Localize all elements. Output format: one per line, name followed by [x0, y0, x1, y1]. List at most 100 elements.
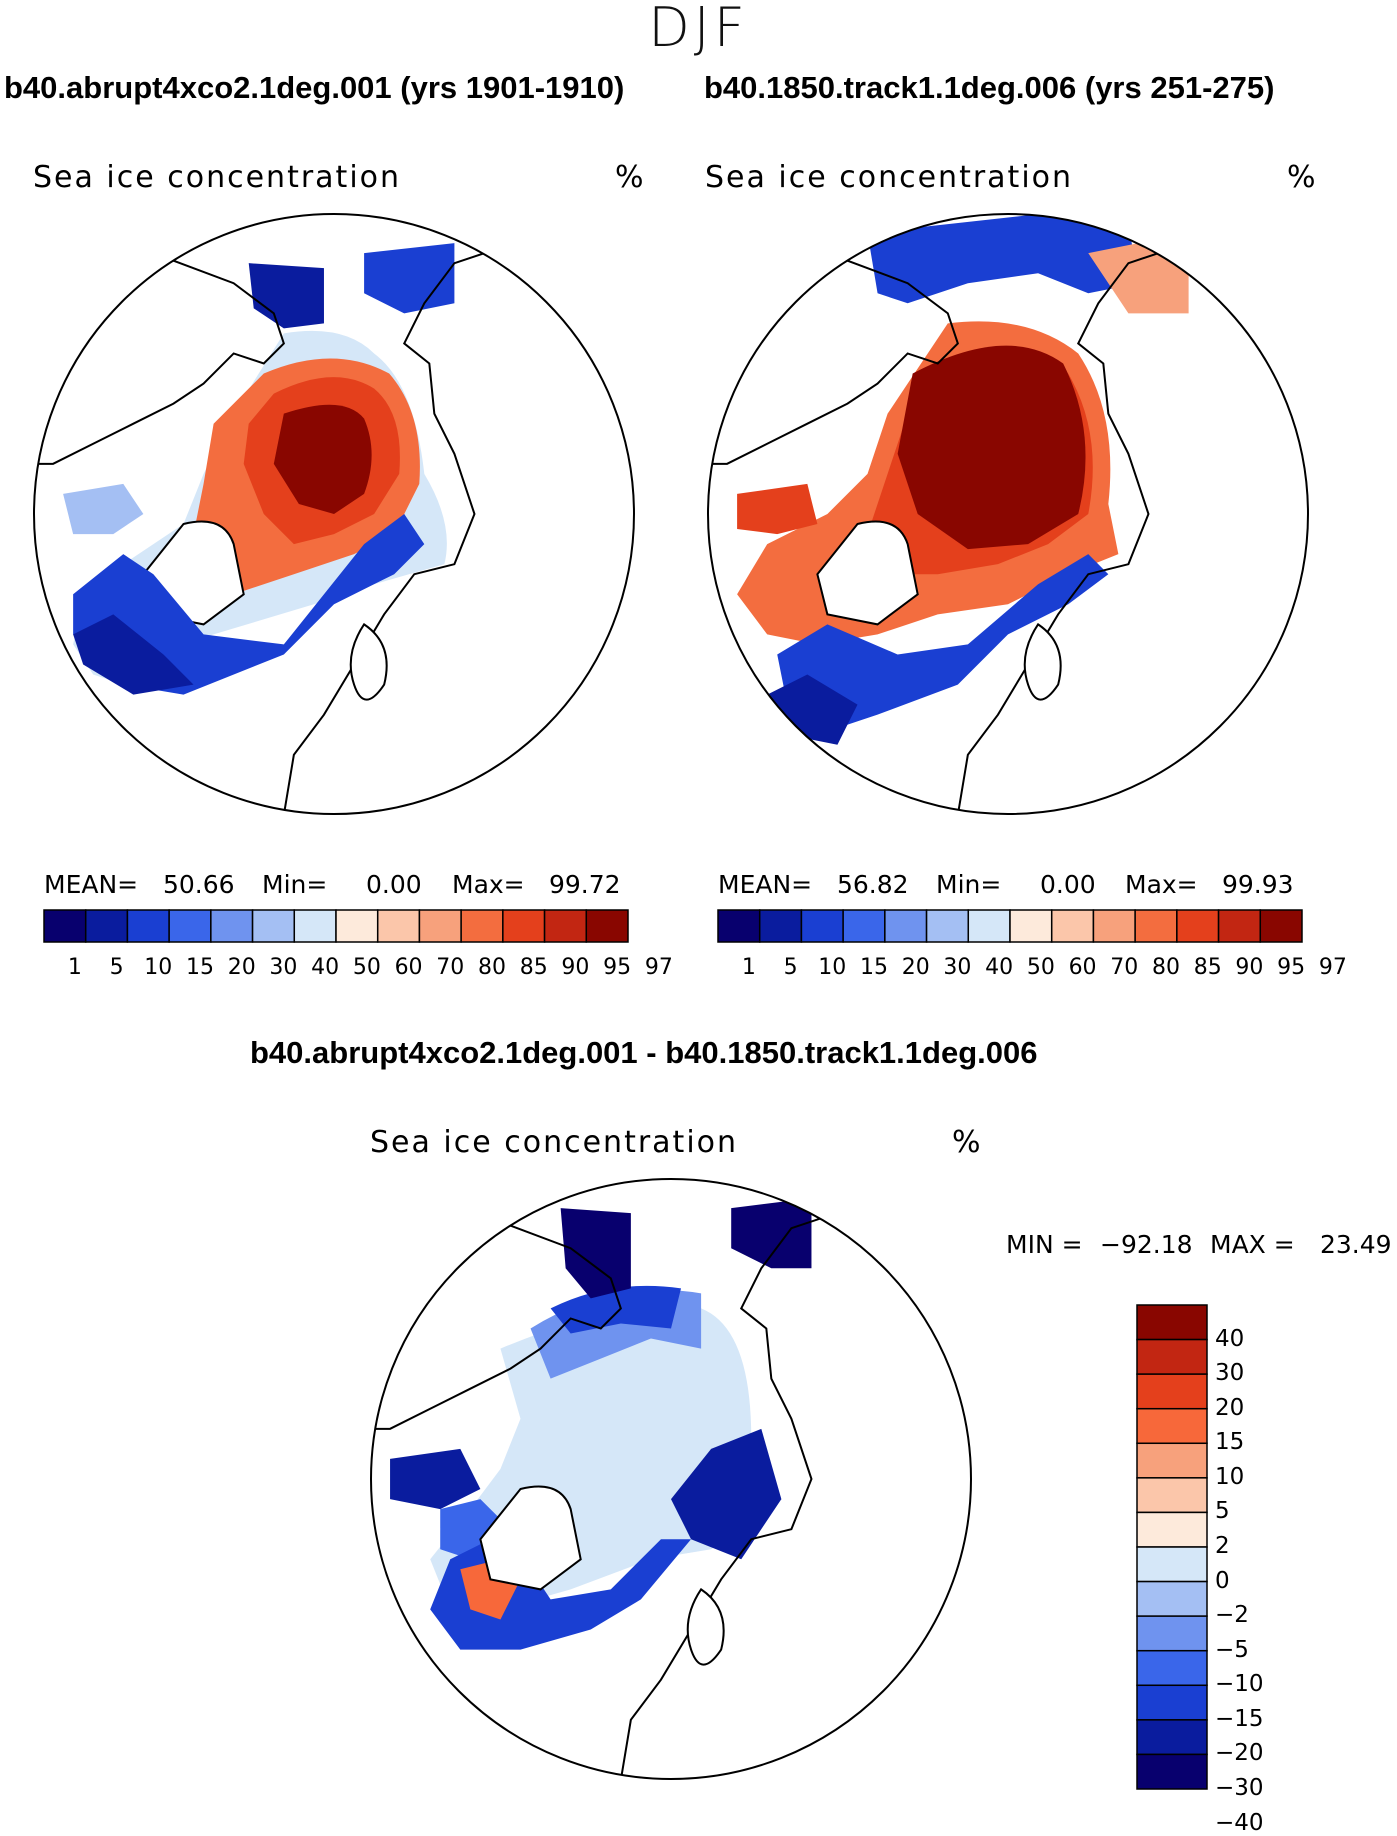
colorbar-swatch	[1136, 1304, 1208, 1341]
colorbar-tick-label: 20	[901, 955, 930, 980]
colorbar-tick-label: 10	[1215, 1463, 1245, 1490]
panel2-mean-label: MEAN=	[718, 870, 813, 899]
colorbar-tick-label: 70	[436, 955, 465, 980]
colorbar-swatch	[251, 909, 296, 943]
colorbar-tick-label: 90	[561, 955, 590, 980]
colorbar-swatch	[1136, 1511, 1208, 1548]
panel3-min-value: −92.18	[1100, 1230, 1193, 1259]
colorbar-swatch	[967, 909, 1011, 943]
colorbar-tick-label: 5	[783, 955, 798, 980]
panel1-min-value: 0.00	[366, 870, 422, 899]
panel1-colorbar	[43, 909, 629, 943]
panel1-units: %	[615, 160, 646, 195]
colorbar-tick-label: −15	[1215, 1705, 1264, 1732]
panel1-ice-core	[273, 404, 372, 514]
panel2-map	[707, 213, 1309, 815]
colorbar-tick-label: 1	[67, 955, 82, 980]
panel3-greenland	[479, 1485, 582, 1591]
colorbar-tick-label: 30	[1215, 1360, 1245, 1387]
panel3-units: %	[952, 1125, 983, 1160]
colorbar-swatch	[1136, 1407, 1208, 1445]
colorbar-tick-label: 85	[519, 955, 548, 980]
colorbar-tick-label: 90	[1235, 955, 1264, 980]
colorbar-swatch	[1092, 909, 1136, 943]
colorbar-swatch	[1136, 1649, 1208, 1687]
panel2-title: b40.1850.track1.1deg.006 (yrs 251-275)	[704, 70, 1275, 105]
colorbar-tick-label: 85	[1193, 955, 1222, 980]
colorbar-swatch	[1134, 909, 1178, 943]
colorbar-tick-label: 97	[644, 955, 673, 980]
panel1-min-label: Min=	[262, 870, 328, 899]
colorbar-tick-label: 2	[1215, 1533, 1230, 1559]
panel2-mean-value: 56.82	[837, 870, 909, 899]
colorbar-swatch	[884, 909, 928, 943]
colorbar-tick-label: 20	[227, 955, 256, 980]
colorbar-swatch	[1050, 909, 1095, 943]
panel2-pacific-band	[867, 214, 1139, 304]
colorbar-tick-label: 5	[109, 955, 124, 980]
colorbar-tick-label: 5	[1215, 1498, 1230, 1525]
panel2-min-value: 0.00	[1040, 870, 1096, 899]
panel1-mean-value: 50.66	[163, 870, 235, 899]
colorbar-swatch	[84, 909, 129, 943]
colorbar-tick-label: 95	[603, 955, 632, 980]
panel1-max-label: Max=	[452, 870, 525, 899]
colorbar-swatch	[1136, 1684, 1208, 1721]
colorbar-tick-label: 30	[943, 955, 972, 980]
panel1-max-value: 99.72	[549, 870, 621, 899]
colorbar-swatch	[1136, 1753, 1208, 1790]
colorbar-tick-label: 1	[741, 955, 756, 980]
season-title: DJF	[648, 0, 749, 59]
panel3-max-value: 23.49	[1320, 1230, 1392, 1259]
colorbar-swatch	[1136, 1338, 1208, 1375]
panel1-atlantic-deep	[73, 614, 194, 695]
colorbar-swatch	[376, 909, 421, 943]
colorbar-swatch	[1259, 909, 1303, 943]
colorbar-swatch	[1176, 909, 1220, 943]
colorbar-tick-label: 0	[1215, 1567, 1230, 1594]
colorbar-swatch	[43, 909, 87, 943]
colorbar-swatch	[842, 909, 886, 943]
colorbar-swatch	[1217, 909, 1262, 943]
panel3-map	[370, 1178, 972, 1780]
panel1-mean-label: MEAN=	[44, 870, 139, 899]
colorbar-tick-label: −10	[1215, 1671, 1264, 1698]
colorbar-swatch	[1136, 1719, 1208, 1756]
colorbar-swatch	[293, 909, 337, 943]
colorbar-tick-label: −40	[1215, 1809, 1264, 1836]
diff-title: b40.abrupt4xco2.1deg.001 - b40.1850.trac…	[250, 1035, 1038, 1070]
panel1-variable: Sea ice concentration	[33, 160, 402, 195]
panel3-max-label: MAX =	[1210, 1230, 1295, 1259]
panel1-atlantic	[73, 514, 425, 695]
colorbar-tick-label: 15	[1215, 1429, 1245, 1456]
panel2-atlantic	[777, 554, 1109, 735]
panel3-barents	[671, 1428, 782, 1560]
colorbar-swatch	[1009, 909, 1053, 943]
panel3-hudson	[390, 1448, 481, 1510]
colorbar-tick-label: 50	[352, 955, 381, 980]
panel2-ice-core	[897, 345, 1086, 550]
colorbar-tick-label: 15	[860, 955, 888, 980]
colorbar-swatch	[335, 909, 379, 943]
colorbar-tick-label: 20	[1215, 1394, 1245, 1421]
colorbar-swatch	[1136, 1442, 1208, 1479]
panel2-greenland	[816, 520, 919, 626]
colorbar-tick-label: −2	[1215, 1602, 1249, 1629]
colorbar-tick-label: 40	[1215, 1325, 1245, 1352]
colorbar-tick-label: 40	[311, 955, 340, 980]
colorbar-tick-label: −5	[1215, 1636, 1249, 1663]
panel2-max-value: 99.93	[1222, 870, 1294, 899]
colorbar-tick-label: 60	[1068, 955, 1097, 980]
panel2-hudson	[737, 483, 818, 535]
colorbar-tick-label: 70	[1110, 955, 1139, 980]
colorbar-swatch	[168, 909, 212, 943]
colorbar-swatch	[1136, 1373, 1208, 1410]
colorbar-swatch	[543, 909, 588, 943]
panel3-labrador	[440, 1499, 511, 1560]
colorbar-swatch	[717, 909, 761, 943]
panel3-okhotsk	[731, 1198, 812, 1269]
colorbar-swatch	[502, 909, 546, 943]
colorbar-swatch	[800, 909, 844, 943]
panel3-colorbar	[1136, 1304, 1208, 1790]
colorbar-tick-label: −30	[1215, 1775, 1264, 1801]
